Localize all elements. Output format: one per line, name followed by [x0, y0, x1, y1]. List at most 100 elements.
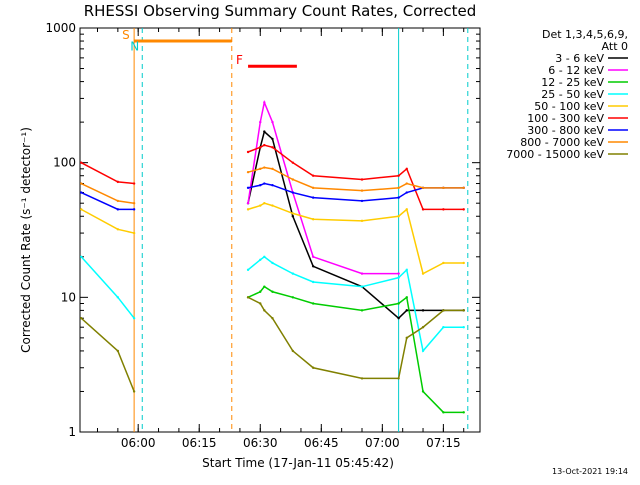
data-point	[271, 261, 274, 265]
data-point	[80, 161, 83, 164]
data-point	[132, 316, 136, 320]
data-point	[291, 349, 295, 353]
data-point	[132, 202, 136, 205]
data-point	[421, 208, 425, 211]
data-point	[442, 309, 445, 312]
series-line	[247, 202, 464, 275]
data-point	[442, 411, 445, 414]
data-point	[442, 261, 445, 265]
data-point	[263, 182, 266, 185]
data-point	[80, 182, 83, 185]
data-point	[405, 268, 408, 272]
data-point	[259, 120, 262, 124]
data-point	[246, 186, 250, 190]
data-point	[263, 285, 266, 288]
data-point	[405, 167, 408, 171]
data-point	[397, 186, 400, 190]
x-tick-label: 06:45	[304, 436, 339, 450]
data-point	[259, 302, 262, 305]
annotation-label: F	[236, 53, 243, 67]
data-point	[259, 146, 262, 149]
data-point	[263, 309, 266, 312]
data-point	[271, 290, 274, 293]
legend-entry-label: 25 - 50 keV	[541, 88, 604, 101]
data-point	[246, 208, 250, 211]
data-point	[132, 390, 136, 393]
data-point	[421, 349, 425, 353]
data-point	[360, 178, 364, 181]
data-point	[405, 296, 408, 299]
legend-entry-label: 6 - 12 keV	[548, 64, 604, 77]
data-point	[116, 208, 120, 211]
data-point	[360, 189, 364, 192]
data-point	[291, 272, 295, 275]
data-point	[80, 316, 83, 320]
data-point	[360, 219, 364, 223]
legend-entry-label: 50 - 100 keV	[534, 100, 604, 113]
data-point	[271, 146, 274, 149]
x-axis-label: Start Time (17-Jan-11 05:45:42)	[202, 456, 394, 470]
data-point	[246, 202, 250, 205]
data-point	[360, 309, 364, 312]
plot-frame	[79, 27, 481, 433]
data-point	[360, 377, 364, 380]
series-line	[80, 317, 135, 392]
data-point	[397, 316, 400, 320]
legend-entry-label: 3 - 6 keV	[555, 52, 604, 65]
series-line	[80, 208, 135, 234]
data-point	[405, 182, 408, 185]
legend-entry-label: 800 - 7000 keV	[520, 136, 604, 149]
legend-entry-label: 7000 - 15000 keV	[506, 148, 604, 161]
data-point	[442, 208, 445, 211]
data-point	[397, 196, 400, 199]
data-point	[360, 199, 364, 203]
data-point	[116, 296, 120, 299]
data-point	[311, 174, 315, 177]
data-point	[397, 276, 400, 279]
data-point	[311, 218, 315, 221]
data-point	[397, 174, 400, 177]
data-point	[421, 186, 425, 190]
y-tick-label: 1000	[45, 21, 76, 35]
data-point	[259, 258, 262, 261]
data-point	[246, 150, 250, 154]
data-point	[263, 166, 266, 169]
data-point	[132, 208, 136, 211]
y-tick-label: 100	[53, 156, 76, 170]
series-line	[247, 296, 464, 380]
data-point	[246, 268, 250, 272]
data-point	[311, 302, 315, 305]
data-point	[311, 280, 315, 284]
legend-entry-label: 300 - 800 keV	[527, 124, 604, 137]
series-line	[247, 99, 399, 275]
data-point	[360, 285, 364, 288]
data-point	[421, 326, 425, 329]
series-line	[80, 191, 135, 211]
data-point	[116, 228, 120, 231]
data-point	[116, 349, 120, 353]
data-point	[360, 272, 364, 275]
data-point	[132, 231, 136, 235]
data-point	[311, 186, 315, 190]
data-point	[462, 411, 465, 414]
data-point	[271, 137, 274, 141]
data-point	[259, 290, 262, 293]
data-point	[311, 196, 315, 199]
data-point	[263, 143, 266, 147]
data-point	[397, 215, 400, 218]
data-point	[116, 180, 120, 184]
series-line	[80, 182, 135, 204]
legend-entry-label: 100 - 300 keV	[527, 112, 604, 125]
footer-date: 13-Oct-2021 19:14	[552, 467, 628, 476]
legend-entry-label: 12 - 25 keV	[541, 76, 604, 89]
data-point	[259, 184, 262, 187]
data-point	[259, 204, 262, 207]
data-point	[311, 265, 315, 268]
data-point	[271, 184, 274, 187]
data-point	[291, 215, 295, 218]
data-point	[246, 296, 250, 299]
data-point	[405, 191, 408, 194]
data-point	[263, 255, 266, 258]
